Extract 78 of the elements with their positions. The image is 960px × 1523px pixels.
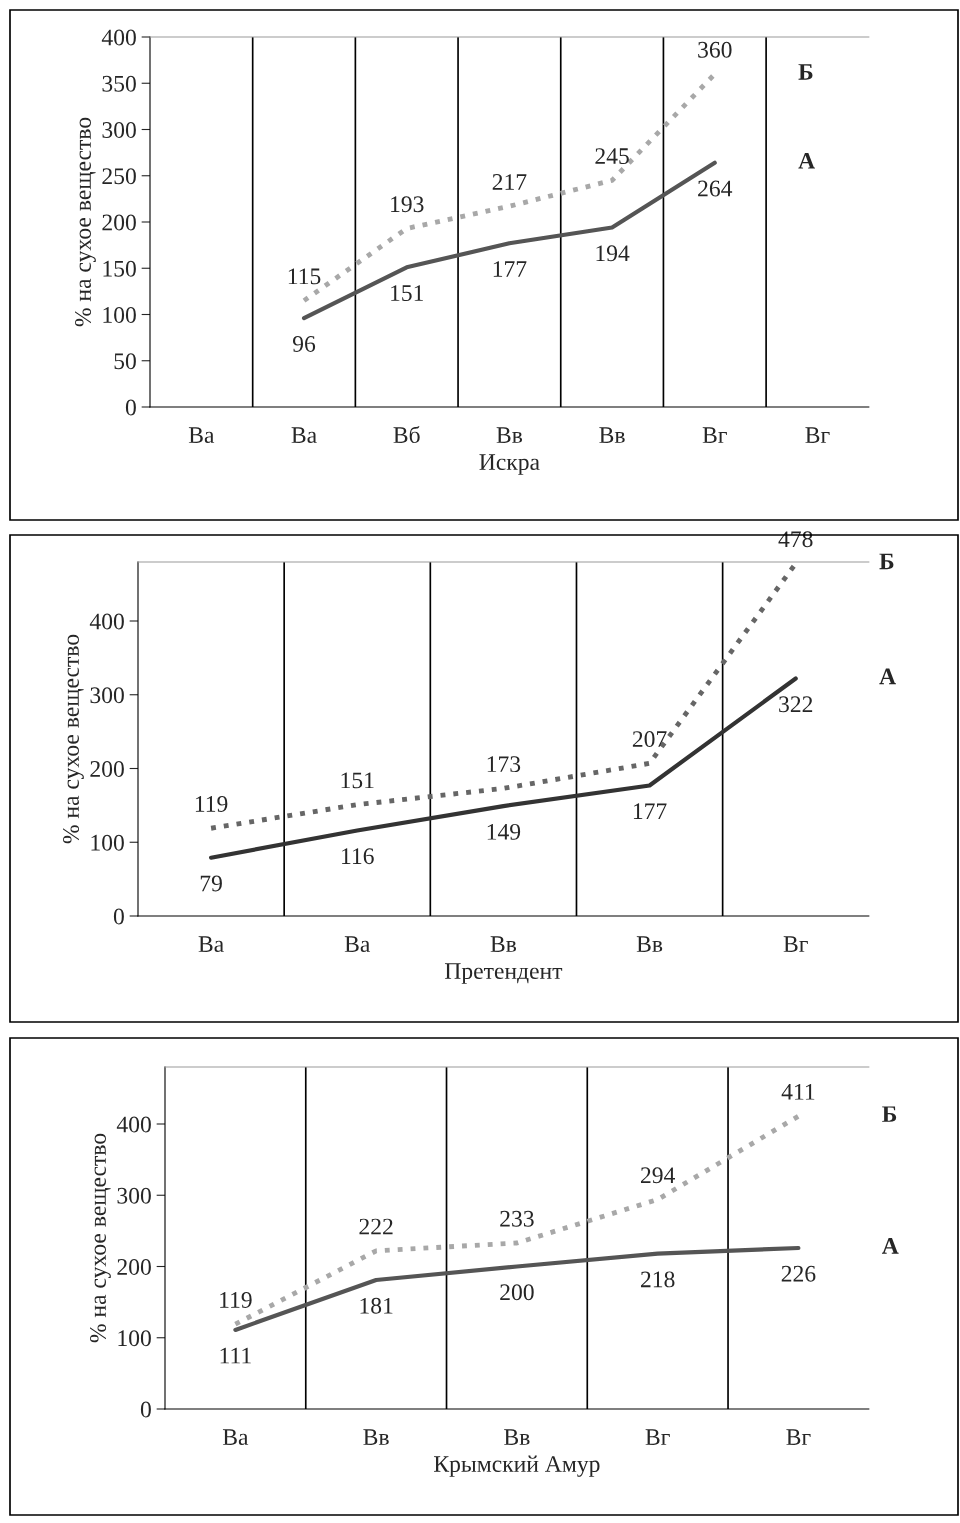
data-label: 194 [596,245,630,262]
y-tick-label: 100 [118,1330,151,1347]
y-tick-label: 100 [103,306,136,323]
text: А [881,1238,899,1254]
data-label: 177 [493,261,527,277]
x-tick-label: Вг [805,427,830,443]
x-tick-label: Ва [222,1429,249,1446]
data-label: 207 [632,731,667,748]
data-label: 478 [778,531,813,548]
y-axis-title: % на сухое вещество [90,1133,111,1343]
x-tick-label: Ва [188,427,215,444]
x-axis-title: Крымский Амур [434,1455,600,1477]
y-tick-label: 250 [102,168,136,185]
data-label: 193 [391,196,424,213]
x-tick-label: Вв [504,1429,530,1445]
data-label: 151 [341,772,374,789]
x-tick-label: Вв [490,936,517,952]
x-tick-label: Вв [496,427,523,443]
data-label: 233 [500,1210,534,1227]
x-tick-label: Вв [599,427,625,443]
data-label: 116 [342,848,374,865]
data-label: 173 [487,756,521,773]
data-label: 151 [391,285,424,302]
data-label: 200 [500,1284,534,1301]
y-tick-label: 150 [103,260,136,277]
data-label: 96 [292,336,316,352]
data-label: 411 [781,1084,815,1100]
text: А [798,152,815,169]
data-label: 226 [781,1265,816,1282]
y-tick-label: 200 [90,760,124,777]
text: Б [882,1106,897,1122]
y-tick-label: 300 [90,687,124,704]
data-label: 177 [633,803,667,819]
x-tick-label: Вг [645,1429,670,1445]
data-label: 222 [359,1218,393,1235]
y-axis-title: % на сухое вещество [63,634,84,844]
text: Б [798,64,813,80]
data-label: 149 [487,823,521,840]
data-label: 322 [779,696,813,713]
y-tick-label: 400 [89,613,124,630]
data-label: 119 [195,796,228,812]
data-label: 181 [360,1297,393,1314]
y-tick-label: 0 [125,399,136,416]
x-tick-label: Ва [291,427,317,444]
y-tick-label: 100 [91,834,124,851]
y-tick-label: 400 [116,1116,151,1133]
x-tick-label: Ва [344,936,371,953]
text: Б [879,553,894,570]
data-label: 217 [492,174,527,190]
data-label: 294 [640,1167,675,1184]
y-tick-label: 350 [102,75,136,92]
y-tick-label: 300 [117,1187,151,1204]
x-tick-label: Вв [363,1429,389,1445]
y-axis-title: % на сухое вещество [75,117,96,327]
data-label: 245 [595,148,629,165]
y-tick-label: 0 [113,908,124,925]
data-label: 264 [698,180,733,197]
data-label: 111 [220,1347,251,1364]
data-label: 360 [698,41,732,58]
data-label: 119 [220,1292,252,1308]
text: А [879,668,896,685]
data-label: 79 [200,875,222,892]
y-tick-label: 0 [140,1401,151,1418]
data-label: 218 [640,1271,675,1288]
x-tick-label: Вг [702,427,727,443]
x-axis-title: Претендент [444,963,563,984]
y-tick-label: 50 [114,353,136,370]
y-tick-label: 300 [102,121,136,138]
x-tick-label: Ва [198,936,224,953]
y-tick-label: 200 [102,214,136,231]
x-tick-label: Вв [636,936,663,952]
data-label: 115 [288,268,321,285]
x-tick-label: Вб [393,425,420,444]
x-tick-label: Вг [783,936,808,952]
x-axis-title: Искра [479,454,540,475]
y-tick-label: 200 [117,1258,151,1275]
x-tick-label: Вг [786,1429,811,1445]
y-tick-label: 400 [101,29,136,46]
